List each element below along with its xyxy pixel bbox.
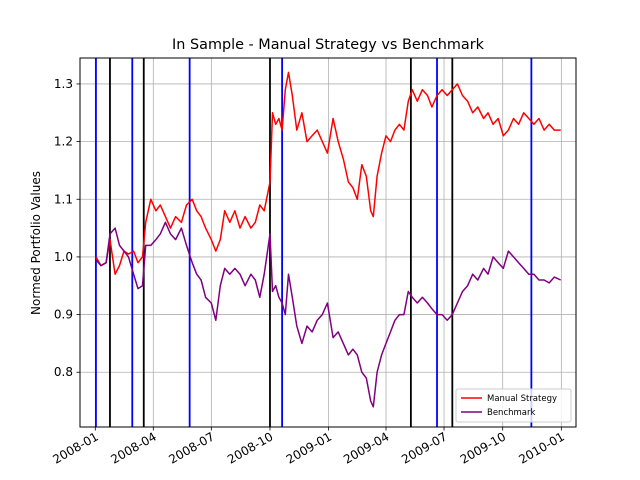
series-line-benchmark [95,221,562,408]
y-axis-ticks: 0.8 0.9 1.0 1.1 1.2 1.3 [54,77,80,379]
y-tick-label-0-8: 0.8 [54,365,73,379]
y-tick-label-1-1: 1.1 [54,192,73,206]
y-tick-label-1-2: 1.2 [54,135,73,149]
y-tick-label-0-9: 0.9 [54,308,73,322]
y-axis-label: Normed Portfolio Values [29,171,43,315]
y-tick-label-1-3: 1.3 [54,77,73,91]
legend-box [455,388,572,423]
plot-frame [79,57,577,428]
series-lines [95,71,562,408]
legend-label-benchmark: Benchmark [487,408,535,418]
legend-label-manual-strategy: Manual Strategy [487,394,557,404]
gridlines [80,58,576,427]
chart-title: In Sample - Manual Strategy vs Benchmark [172,37,485,53]
legend: Manual Strategy Benchmark [455,388,572,423]
series-line-manual-strategy [95,71,561,275]
y-tick-label-1-0: 1.0 [54,250,73,264]
